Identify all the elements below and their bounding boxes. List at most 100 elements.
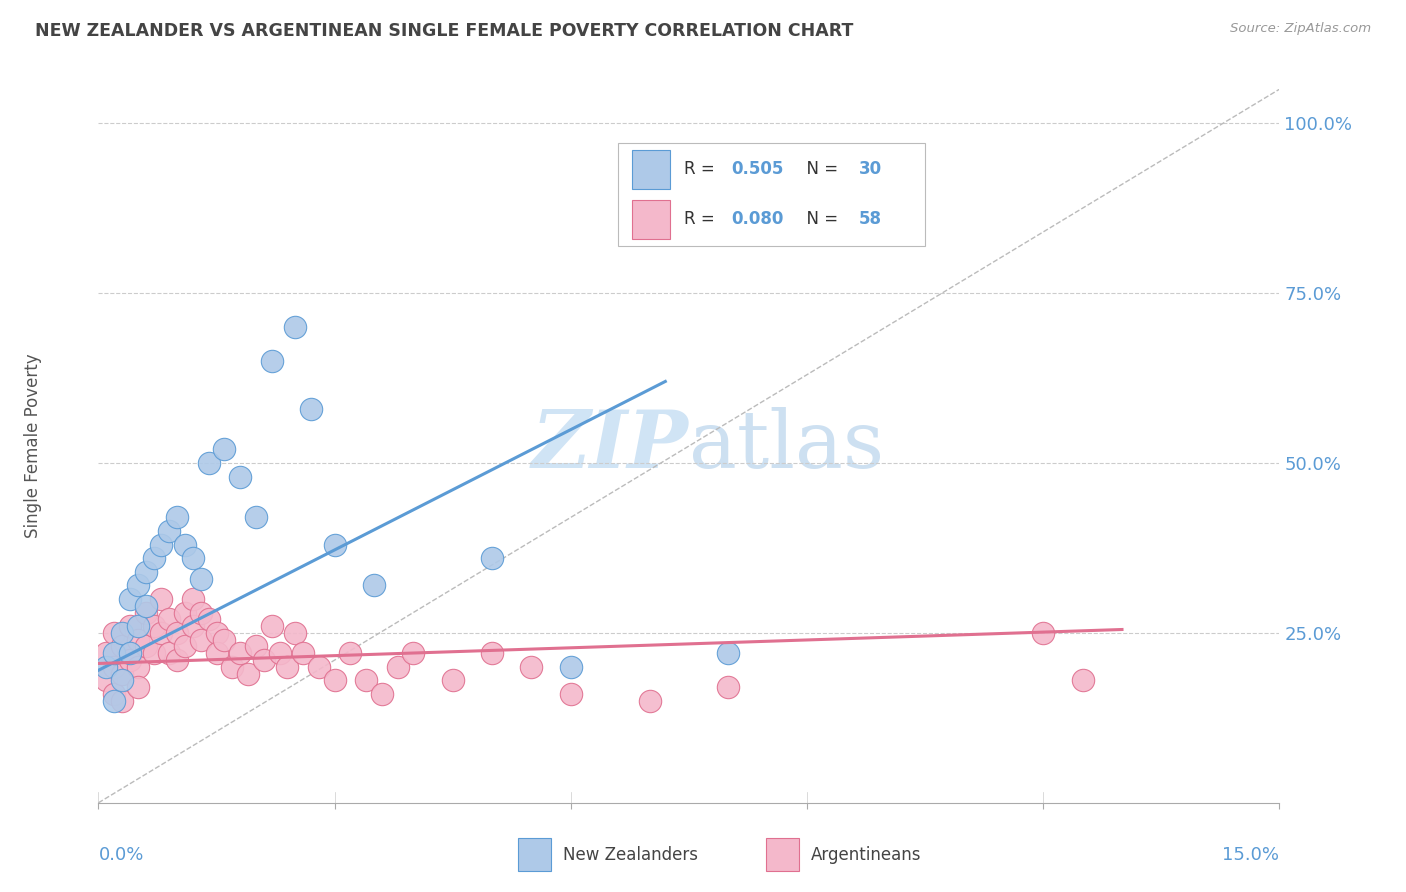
Point [174, 640, 197, 654]
Point [150, 591, 173, 606]
Point [118, 591, 141, 606]
Point [354, 673, 377, 688]
Point [157, 612, 180, 626]
Point [174, 606, 197, 620]
Point [638, 694, 661, 708]
Point [214, 632, 236, 647]
Point [96, 646, 118, 660]
Point [245, 640, 267, 654]
Point [276, 660, 298, 674]
Point [166, 626, 188, 640]
Point [717, 646, 740, 660]
Point [387, 660, 409, 674]
Point [166, 653, 188, 667]
Text: R =: R = [685, 211, 720, 228]
Point [135, 565, 157, 579]
Point [181, 619, 204, 633]
Point [135, 640, 157, 654]
Point [1071, 673, 1094, 688]
Text: Argentineans: Argentineans [811, 846, 921, 863]
Point [111, 694, 134, 708]
Text: NEW ZEALANDER VS ARGENTINEAN SINGLE FEMALE POVERTY CORRELATION CHART: NEW ZEALANDER VS ARGENTINEAN SINGLE FEMA… [35, 22, 853, 40]
Point [111, 640, 134, 654]
Point [520, 660, 543, 674]
Point [717, 680, 740, 694]
Point [221, 660, 243, 674]
Point [111, 626, 134, 640]
Point [118, 619, 141, 633]
Text: 0.080: 0.080 [731, 211, 783, 228]
FancyBboxPatch shape [517, 838, 551, 871]
Text: 58: 58 [859, 211, 882, 228]
Point [299, 401, 322, 416]
Point [103, 660, 125, 674]
Point [118, 646, 141, 660]
Point [142, 551, 165, 566]
Point [96, 660, 118, 674]
Point [127, 632, 149, 647]
FancyBboxPatch shape [633, 200, 671, 239]
Text: atlas: atlas [689, 407, 884, 485]
Point [103, 687, 125, 701]
Point [103, 694, 125, 708]
Point [157, 646, 180, 660]
Point [118, 653, 141, 667]
Text: ZIP: ZIP [531, 408, 689, 484]
Point [127, 680, 149, 694]
Point [214, 442, 236, 457]
Point [1032, 626, 1054, 640]
Point [560, 687, 582, 701]
Point [197, 612, 219, 626]
Point [284, 320, 307, 334]
Point [363, 578, 385, 592]
Point [142, 646, 165, 660]
Point [260, 619, 283, 633]
Point [441, 673, 464, 688]
Text: 0.505: 0.505 [731, 161, 783, 178]
Point [103, 646, 125, 660]
Text: Source: ZipAtlas.com: Source: ZipAtlas.com [1230, 22, 1371, 36]
FancyBboxPatch shape [766, 838, 799, 871]
Point [166, 510, 188, 524]
Point [174, 537, 197, 551]
Point [190, 632, 212, 647]
Point [150, 626, 173, 640]
Point [127, 619, 149, 633]
Point [236, 666, 259, 681]
Point [111, 673, 134, 688]
Point [253, 653, 276, 667]
Point [96, 673, 118, 688]
Point [103, 626, 125, 640]
Text: 30: 30 [859, 161, 882, 178]
Point [245, 510, 267, 524]
Point [142, 619, 165, 633]
Point [127, 578, 149, 592]
Point [190, 572, 212, 586]
Point [157, 524, 180, 538]
Point [127, 660, 149, 674]
Text: New Zealanders: New Zealanders [562, 846, 697, 863]
Point [481, 551, 503, 566]
Point [560, 660, 582, 674]
Text: R =: R = [685, 161, 720, 178]
Point [205, 646, 228, 660]
Point [371, 687, 394, 701]
Text: 0.0%: 0.0% [98, 846, 143, 863]
Point [197, 456, 219, 470]
Point [205, 626, 228, 640]
Point [229, 646, 252, 660]
Point [323, 673, 346, 688]
Point [135, 599, 157, 613]
Point [150, 537, 173, 551]
Point [260, 354, 283, 368]
Point [190, 606, 212, 620]
Point [284, 626, 307, 640]
Point [339, 646, 361, 660]
Point [308, 660, 330, 674]
Text: 15.0%: 15.0% [1222, 846, 1279, 863]
Text: Single Female Poverty: Single Female Poverty [24, 354, 42, 538]
Point [111, 666, 134, 681]
Point [181, 551, 204, 566]
Point [402, 646, 425, 660]
FancyBboxPatch shape [619, 143, 925, 246]
